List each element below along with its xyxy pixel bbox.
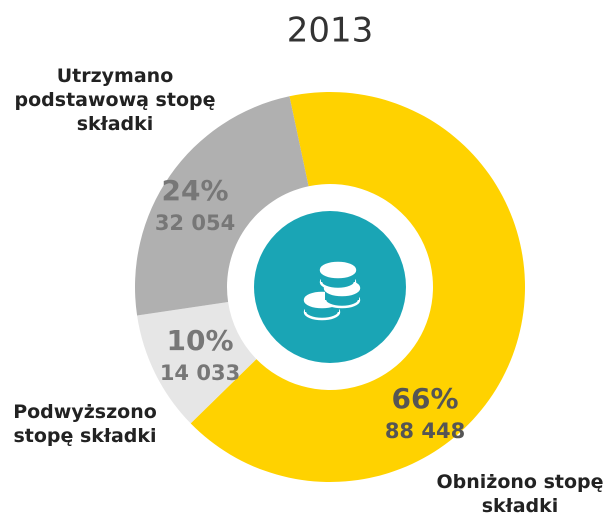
- chart-title: 2013: [287, 11, 374, 51]
- slice: [137, 302, 257, 424]
- category-label: Podwyższono stopę składki: [13, 401, 157, 447]
- count-label: 88 448: [385, 419, 465, 443]
- coins-icon: [303, 261, 361, 321]
- category-label: Obniżono stopę składki: [436, 471, 604, 517]
- percent-label: 24%: [161, 174, 228, 207]
- coin-top: [319, 261, 357, 279]
- count-label: 32 054: [155, 211, 235, 235]
- slice: [135, 96, 309, 316]
- category-label: Utrzymano podstawową stopę składki: [14, 65, 216, 135]
- percent-label: 66%: [391, 382, 458, 415]
- percent-label: 10%: [166, 324, 233, 357]
- slice: [190, 91, 525, 482]
- count-label: 14 033: [160, 361, 240, 385]
